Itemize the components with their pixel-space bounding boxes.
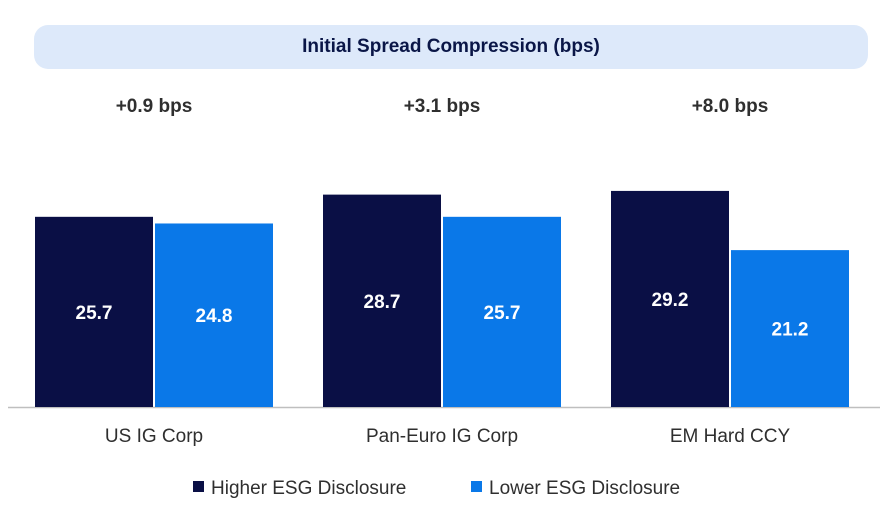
difference-annotation: +0.9 bps xyxy=(116,96,193,117)
value-label: 24.8 xyxy=(196,306,233,327)
chart-title: Initial Spread Compression (bps) xyxy=(302,36,600,57)
bar-lower-2 xyxy=(731,250,849,407)
bar-higher-1 xyxy=(323,194,441,407)
category-label: US IG Corp xyxy=(105,426,203,447)
difference-annotation: +3.1 bps xyxy=(404,96,481,117)
value-label: 28.7 xyxy=(364,292,401,313)
value-label: 25.7 xyxy=(484,303,521,324)
value-label: 21.2 xyxy=(772,320,809,341)
value-label: 25.7 xyxy=(76,303,113,324)
category-label: EM Hard CCY xyxy=(670,426,791,447)
bar-lower-1 xyxy=(443,216,561,407)
bar-lower-0 xyxy=(155,223,273,407)
legend-swatch xyxy=(193,481,204,492)
legend-label: Lower ESG Disclosure xyxy=(489,478,680,499)
bar-higher-2 xyxy=(611,190,729,407)
legend-label: Higher ESG Disclosure xyxy=(211,478,406,499)
chart-title-bar: Initial Spread Compression (bps) xyxy=(34,25,868,69)
bar-higher-0 xyxy=(35,216,153,407)
category-label: Pan-Euro IG Corp xyxy=(366,426,518,447)
legend-swatch xyxy=(471,481,482,492)
value-label: 29.2 xyxy=(652,290,689,311)
difference-annotation: +8.0 bps xyxy=(692,96,769,117)
